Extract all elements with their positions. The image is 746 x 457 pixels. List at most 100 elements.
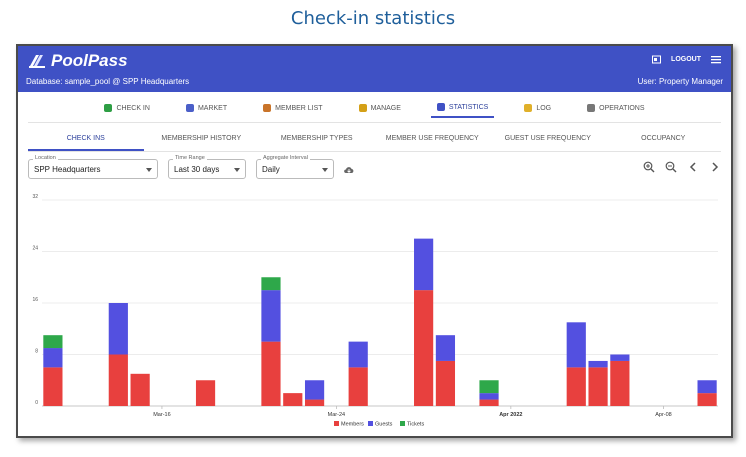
nav-item-label: MEMBER LIST (275, 104, 323, 112)
members-bar (261, 341, 281, 406)
aggregate-interval-label: Aggregate Interval (261, 155, 310, 161)
chevron-right-icon[interactable] (709, 161, 721, 173)
tickets-bar (43, 335, 63, 349)
zoom-in-icon[interactable] (643, 161, 655, 173)
members-bar (348, 367, 368, 406)
y-tick-label: 16 (32, 297, 38, 303)
app-window: PoolPass Database: sample_pool @ SPP Hea… (16, 44, 733, 438)
members-bar (414, 290, 434, 406)
members-bar (43, 367, 63, 406)
members-bar (697, 393, 717, 406)
y-tick-label: 8 (35, 349, 38, 355)
members-bar (108, 354, 128, 406)
guests-bar (348, 341, 368, 368)
brand-name: PoolPass (51, 51, 128, 70)
members-bar (610, 360, 630, 406)
nav-item-label: OPERATIONS (599, 104, 645, 112)
subtab-membership-history[interactable]: MEMBERSHIP HISTORY (161, 135, 242, 142)
legend-swatch (334, 421, 339, 426)
subtab-occupancy[interactable]: OCCUPANCY (641, 135, 686, 142)
location-select[interactable]: Location SPP Headquarters (28, 155, 158, 179)
x-tick-label: Apr 2022 (499, 412, 522, 418)
hamburger-menu-icon[interactable] (711, 55, 721, 64)
legend-label: Tickets (407, 422, 424, 428)
x-tick-label: Mar-24 (328, 412, 345, 418)
y-tick-label: 0 (35, 400, 38, 406)
nav-item-label: MARKET (197, 104, 228, 112)
guests-bar (43, 348, 63, 368)
aggregate-interval-value: Daily (262, 165, 280, 174)
nav-item-operations[interactable]: OPERATIONS (581, 98, 650, 118)
guests-bar (479, 393, 499, 400)
nav-item-member-list[interactable]: MEMBER LIST (257, 98, 328, 118)
subtab-guest-use-frequency[interactable]: GUEST USE FREQUENCY (504, 135, 591, 142)
logout-button[interactable]: LOGOUT (671, 56, 701, 63)
statistics-subtabs: CHECK INS MEMBERSHIP HISTORY MEMBERSHIP TY… (28, 129, 721, 152)
chevron-down-icon (322, 168, 328, 172)
tickets-bar (479, 380, 499, 394)
members-bar (195, 380, 216, 406)
location-select-value: SPP Headquarters (34, 165, 101, 174)
guests-bar (610, 354, 630, 361)
members-bar (588, 367, 608, 406)
nav-item-label: STATISTICS (448, 103, 489, 111)
tickets-bar (261, 277, 281, 291)
nav-divider (28, 122, 721, 123)
tools-icon (358, 104, 367, 112)
nav-item-check-in[interactable]: CHECK IN (98, 98, 155, 118)
legend-label: Guests (375, 422, 393, 428)
time-range-value: Last 30 days (174, 165, 220, 174)
cart-icon (185, 104, 194, 112)
nav-item-label: MANAGE (370, 104, 401, 112)
aggregate-interval-select[interactable]: Aggregate Interval Daily (256, 155, 334, 179)
nav-item-label: CHECK IN (116, 104, 150, 112)
members-bar (283, 393, 303, 406)
time-range-label: Time Range (173, 155, 207, 161)
members-bar (566, 367, 586, 406)
page-caption: Check-in statistics (290, 8, 456, 29)
x-tick-label: Mar-16 (153, 412, 170, 418)
notepad-icon (524, 104, 533, 112)
list-icon (263, 104, 272, 112)
guests-bar (414, 238, 434, 291)
time-range-select[interactable]: Time Range Last 30 days (168, 155, 246, 179)
members-bar (130, 373, 150, 406)
nav-item-log[interactable]: LOG (518, 98, 557, 118)
subtab-member-use-frequency[interactable]: MEMBER USE FREQUENCY (385, 135, 479, 142)
nav-item-statistics[interactable]: STATISTICS (430, 98, 495, 118)
check-icon (104, 104, 113, 112)
guests-bar (304, 380, 325, 400)
user-label: User: Property Manager (637, 77, 723, 86)
guests-bar (566, 322, 586, 368)
legend-swatch (368, 421, 373, 426)
checkins-stacked-bar-chart: 0 8 16 24 32 Mar-16 Mar-24 Apr 2022 Apr-08 Member… (32, 194, 718, 428)
subtab-membership-types[interactable]: MEMBERSHIP TYPES (280, 135, 353, 142)
app-bar: PoolPass Database: sample_pool @ SPP Hea… (18, 46, 731, 92)
id-card-icon[interactable] (652, 55, 662, 64)
members-bar (304, 399, 325, 406)
chevron-down-icon (146, 168, 152, 172)
guests-bar (108, 303, 128, 355)
legend-label: Members (341, 422, 364, 428)
guests-bar (435, 335, 456, 361)
nav-item-manage[interactable]: MANAGE (353, 98, 407, 118)
cloud-download-icon[interactable] (343, 165, 355, 174)
database-label: Database: sample_pool @ SPP Headquarters (26, 77, 190, 86)
chevron-left-icon[interactable] (687, 161, 699, 173)
gear-icon (587, 104, 596, 112)
members-bar (435, 360, 456, 406)
subtab-check-ins[interactable]: CHECK INS (28, 129, 144, 151)
guests-bar (261, 290, 281, 342)
guests-bar (697, 380, 717, 394)
guests-bar (588, 360, 608, 368)
pool-ladder-logo-icon (29, 55, 45, 68)
main-nav: CHECK IN MARKET MEMBER LIST MANAGE STATISTIC… (18, 98, 731, 120)
chevron-down-icon (234, 168, 240, 172)
zoom-out-icon[interactable] (665, 161, 677, 173)
y-tick-label: 32 (32, 194, 38, 200)
members-bar (479, 399, 499, 406)
legend-swatch (400, 421, 405, 426)
bar-chart-icon (436, 103, 445, 111)
location-select-label: Location (33, 155, 58, 161)
nav-item-market[interactable]: MARKET (180, 98, 233, 118)
